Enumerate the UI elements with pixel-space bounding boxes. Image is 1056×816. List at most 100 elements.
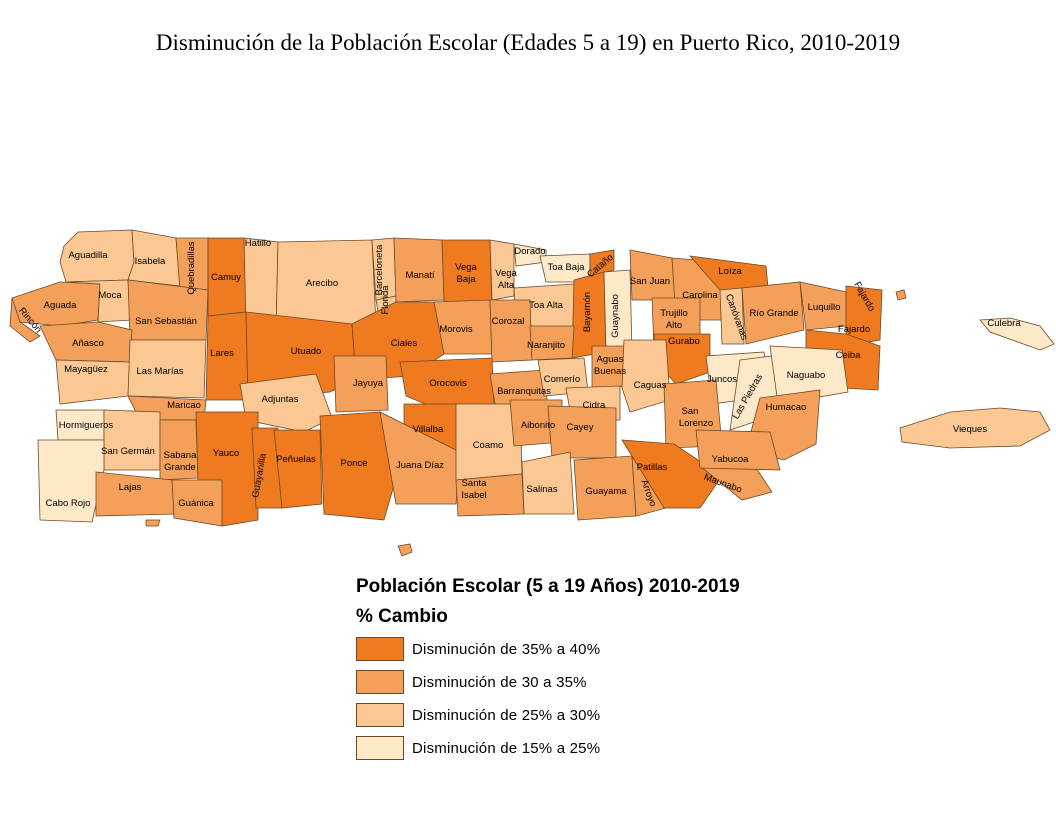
municipality-label-ciales: Ciales [391, 338, 418, 349]
municipality-label-coamo: Coamo [473, 440, 504, 451]
legend-label: Disminución de 25% a 30% [412, 706, 601, 724]
municipality-label-vieques: Vieques [953, 424, 987, 435]
municipality-label-santa-isabel: Isabel [461, 490, 486, 501]
municipality-label-mayaguez: Mayagüez [64, 364, 108, 375]
legend-swatch [356, 703, 404, 727]
municipality-jayuya [333, 355, 389, 413]
municipality-label-san-sebastian: San Sebastián [135, 316, 197, 327]
municipality-label-jayuya: Jayuya [353, 378, 384, 389]
municipality-label-rio-grande: Río Grande [749, 308, 798, 319]
municipality-moca [65, 279, 133, 323]
legend-item-15-25: Disminución de 15% a 25% [356, 736, 740, 760]
municipality-salinas [521, 451, 575, 515]
municipality-label-trujillo-alto: Trujillo [660, 308, 688, 319]
municipality-label-guanica: Guánica [178, 498, 214, 509]
municipality-label-lares: Lares [210, 348, 234, 359]
municipality-rincon [9, 297, 41, 343]
municipality-label-san-german: San Germán [101, 446, 155, 457]
municipality-label-camuy: Camuy [211, 272, 241, 283]
municipality-corozal [489, 299, 533, 363]
municipality-label-orocovis: Orocovis [429, 378, 467, 389]
municipality-label-naguabo: Naguabo [787, 370, 826, 381]
legend-swatch [356, 736, 404, 760]
municipality-label-quebradillas: Quebradillas [186, 241, 197, 295]
municipality-label-cidra: Cidra [583, 400, 606, 411]
municipality-fajardo [845, 285, 883, 347]
legend-title: Población Escolar (5 a 19 Años) 2010-201… [356, 576, 740, 597]
municipality-juana-diaz [379, 411, 461, 505]
municipality-label-sabana-grande: Grande [164, 462, 196, 473]
municipality-label-hatillo: Hatillo [245, 238, 271, 249]
municipality-label-dorado: Dorado [514, 246, 545, 257]
municipality-label-morovis: Morovis [439, 324, 473, 335]
legend-label: Disminución de 35% a 40% [412, 640, 601, 658]
municipality-label-arecibo: Arecibo [306, 278, 338, 289]
municipality-label-san-juan: San Juan [630, 276, 670, 287]
municipality-las-marias [127, 339, 207, 399]
municipality-label-manati: Manatí [405, 270, 434, 281]
municipality-patillas [621, 439, 723, 509]
legend-item-25-30: Disminución de 25% a 30% [356, 703, 740, 727]
municipality-label-penuelas: Peñuelas [276, 454, 316, 465]
municipality-catano [589, 249, 615, 277]
municipality-san-juan [629, 249, 677, 301]
municipality-label-loiza: Loíza [718, 266, 742, 277]
municipality-label-aguadilla: Aguadilla [68, 250, 108, 261]
municipality-penuelas [273, 429, 323, 509]
municipality-label-san-lorenzo: Lorenzo [679, 418, 713, 429]
municipality-label-villalba: Villalba [413, 424, 444, 435]
map-title: Disminución de la Población Escolar (Eda… [155, 30, 901, 55]
municipality-rio-grande [741, 281, 805, 345]
municipality-label-caguas: Caguas [634, 380, 667, 391]
municipality-label-luquillo: Luquillo [808, 302, 841, 313]
municipality-label-gurabo: Gurabo [668, 336, 700, 347]
municipality-label-fajardo: Fajardo [838, 324, 870, 335]
municipality-vieques [899, 407, 1051, 449]
municipality-label-florida: Florida [380, 285, 391, 315]
municipality-label-cabo-rojo: Cabo Rojo [46, 498, 91, 509]
municipality-label-aguas-buenas: Buenas [594, 366, 626, 377]
legend-item-30-35: Disminución de 30 a 35% [356, 670, 740, 694]
municipality-label-barranquitas: Barranquitas [497, 386, 551, 397]
municipality-label-juncos: Juncos [707, 374, 737, 385]
legend-swatch [356, 637, 404, 661]
legend-label: Disminución de 15% a 25% [412, 739, 601, 757]
municipality-label-santa-isabel: Santa [462, 478, 488, 489]
municipality-label-yabucoa: Yabucoa [712, 454, 750, 465]
municipality-label-moca: Moca [98, 290, 122, 301]
municipality-label-las-marias: Las Marías [137, 366, 184, 377]
municipality-label-humacao: Humacao [766, 402, 807, 413]
municipality-label-adjuntas: Adjuntas [262, 394, 299, 405]
municipality-naranjito [529, 325, 575, 361]
municipality-label-ceiba: Ceiba [836, 350, 862, 361]
municipality-label-vega-baja: Vega [455, 262, 477, 273]
municipality-label-aguas-buenas: Aguas [597, 354, 624, 365]
municipality-label-cayey: Cayey [567, 422, 594, 433]
municipality-label-salinas: Salinas [526, 484, 557, 495]
municipality-san-german [103, 409, 161, 471]
islet [145, 519, 161, 527]
municipality-label-utuado: Utuado [291, 346, 322, 357]
municipality-label-barceloneta: Barceloneta [374, 244, 385, 295]
municipality-canovanas [719, 287, 745, 345]
legend-subtitle: % Cambio [356, 606, 448, 627]
municipality-label-anasco: Añasco [72, 338, 104, 349]
municipality-culebra [979, 317, 1055, 351]
legend-item-35-40: Disminución de 35% a 40% [356, 637, 740, 661]
legend-label: Disminución de 30 a 35% [412, 673, 587, 691]
municipality-label-aibonito: Aibonito [521, 420, 555, 431]
municipality-label-sabana-grande: Sabana [164, 450, 197, 461]
municipality-label-comerio: Comerío [544, 374, 580, 385]
municipality-label-aguada: Aguada [44, 300, 77, 311]
municipality-label-ponce: Ponce [341, 458, 368, 469]
municipality-label-toa-alta: Toa Alta [529, 300, 564, 311]
municipality-label-lajas: Lajas [119, 482, 142, 493]
municipality-cabo-rojo [37, 439, 105, 523]
municipality-label-bayamon: Bayamón [582, 292, 593, 332]
municipality-ponce [319, 411, 397, 521]
municipality-label-isabela: Isabela [135, 256, 166, 267]
municipality-label-san-lorenzo: San [682, 406, 699, 417]
legend-swatch [356, 670, 404, 694]
municipality-guanica [171, 479, 223, 527]
municipality-label-yauco: Yauco [213, 448, 239, 459]
